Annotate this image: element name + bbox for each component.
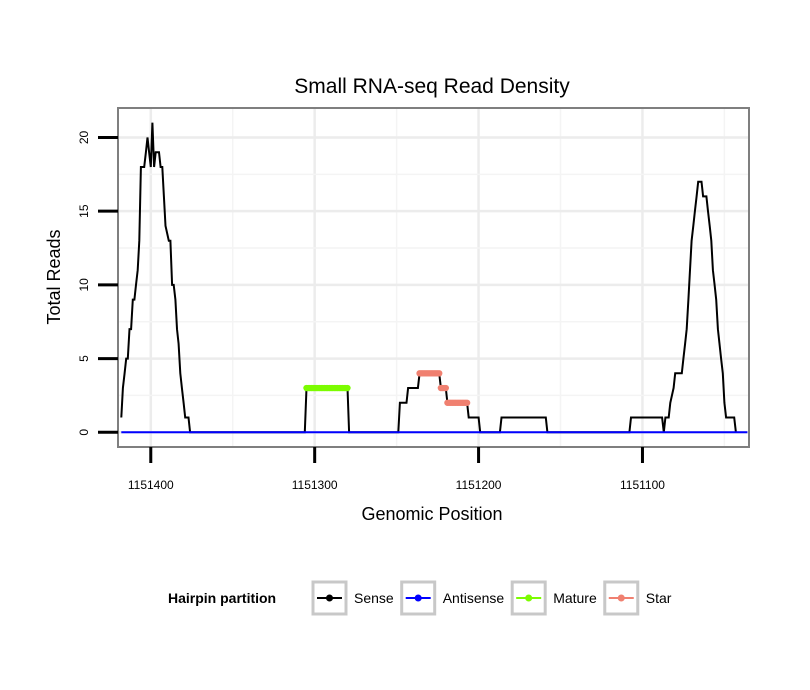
series-layer <box>120 122 748 434</box>
legend-item-mature: Mature <box>510 580 597 616</box>
y-tick-label: 10 <box>77 278 91 292</box>
x-axis-title: Genomic Position <box>361 504 502 524</box>
star-series-points <box>416 370 471 406</box>
y-tick-label: 0 <box>77 429 91 436</box>
legend-title: Hairpin partition <box>168 590 276 606</box>
star-point <box>463 399 471 406</box>
x-tick-label: 1151300 <box>292 478 338 492</box>
x-tick-label: 1151100 <box>620 478 665 492</box>
legend-item-sense: Sense <box>311 580 394 616</box>
legend-label: Star <box>646 590 672 606</box>
legend-label: Antisense <box>443 590 505 606</box>
x-tick-label: 1151200 <box>456 478 502 492</box>
legend-label: Sense <box>354 590 394 606</box>
y-tick-label: 20 <box>77 130 91 144</box>
mature-point <box>344 384 351 392</box>
y-tick-label: 15 <box>77 204 91 218</box>
chart-title: Small RNA-seq Read Density <box>294 75 570 98</box>
plot-panel-border <box>117 107 750 448</box>
legend-item-star: Star <box>603 580 672 616</box>
star-point <box>442 384 449 392</box>
legend-label: Mature <box>553 590 597 606</box>
legend-key-point <box>525 594 533 602</box>
legend: Hairpin partition Sense Antisense Mature St… <box>168 580 672 616</box>
legend-item-antisense: Antisense <box>400 580 505 616</box>
mature-series-points <box>303 384 351 392</box>
y-axis-title: Total Reads <box>44 229 64 324</box>
legend-key-point <box>617 594 625 602</box>
x-tick-label: 1151400 <box>128 478 174 492</box>
legend-key-point <box>414 594 422 602</box>
y-tick-label: 5 <box>77 355 91 362</box>
grid-lines <box>118 108 749 447</box>
star-point <box>436 370 443 377</box>
legend-key-point <box>326 594 333 602</box>
axes: 1151400 1151300 1151200 1151100 0 5 10 15 20 <box>77 130 665 492</box>
